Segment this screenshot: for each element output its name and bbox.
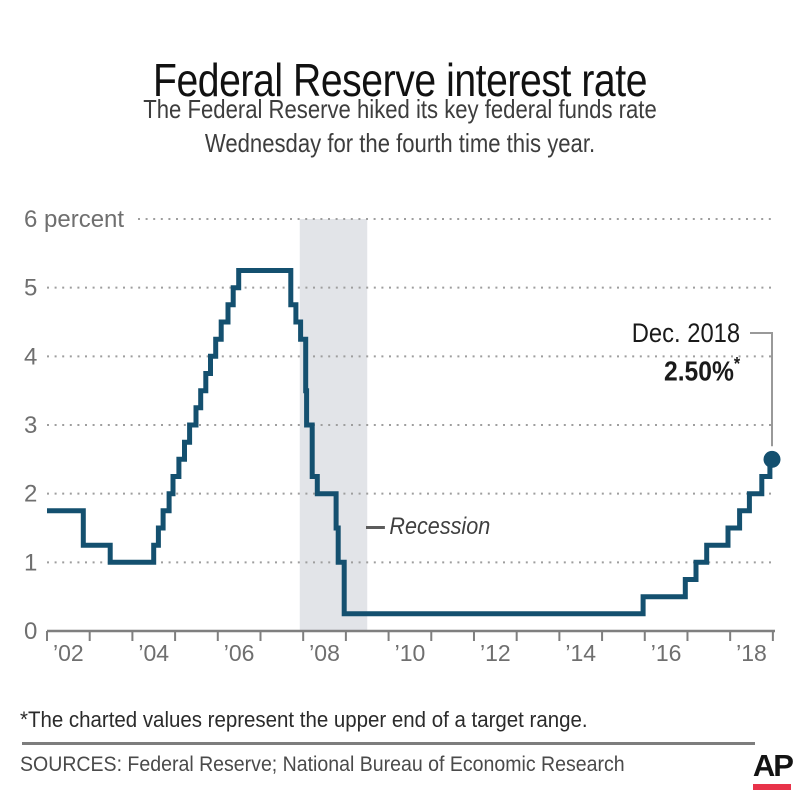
y-tick-label: 0 xyxy=(24,618,37,645)
annotation-leader-line xyxy=(750,332,773,447)
end-point-dot xyxy=(763,450,781,468)
footnote: *The charted values represent the upper … xyxy=(20,707,588,732)
rate-line xyxy=(47,268,773,617)
footnote-marker: * xyxy=(733,354,740,374)
x-tick-label: ’12 xyxy=(480,640,511,666)
recession-label-text: Recession xyxy=(389,513,491,540)
x-tick-label: ’10 xyxy=(395,640,426,666)
sources-line: SOURCES: Federal Reserve; National Burea… xyxy=(20,753,625,776)
x-tick-label: ’18 xyxy=(736,640,767,666)
page-title: Federal Reserve interest rate xyxy=(152,53,648,106)
recession-dash-icon xyxy=(366,525,385,529)
annotation-value: 2.50%* xyxy=(663,354,740,387)
x-tick-label: ’08 xyxy=(309,640,340,666)
x-tick-label: ’16 xyxy=(651,640,682,666)
ap-logo: AP xyxy=(752,748,794,790)
ap-logo-red-bar xyxy=(753,784,792,790)
x-tick-label: ’14 xyxy=(565,640,596,666)
interest-rate-chart: 6 percent 5 4 3 2 1 0 ’02 ’04 ’06 ’08 ’10 ’12 ’14 ’16 ’… xyxy=(24,206,781,666)
x-tick-label: ’02 xyxy=(53,640,84,666)
y-tick-label: 1 xyxy=(24,549,37,576)
y-tick-label: 2 xyxy=(24,481,37,508)
y-tick-label: 4 xyxy=(24,343,37,370)
y-tick-label: 6 percent xyxy=(24,206,124,233)
footer-divider xyxy=(22,742,755,745)
recession-label: Recession xyxy=(366,513,490,541)
endpoint-annotation: Dec. 2018 2.50%* xyxy=(632,318,740,387)
subtitle-line-1: The Federal Reserve hiked its key federa… xyxy=(143,94,657,124)
chart-subtitle: The Federal Reserve hiked its key federa… xyxy=(60,92,740,160)
y-tick-label: 3 xyxy=(24,412,37,439)
x-tick-label: ’06 xyxy=(224,640,255,666)
annotation-date: Dec. 2018 xyxy=(631,318,740,348)
subtitle-line-2: Wednesday for the fourth time this year. xyxy=(204,128,596,158)
ap-logo-text: AP xyxy=(752,748,794,783)
y-tick-label: 5 xyxy=(24,275,37,302)
x-tick-label: ’04 xyxy=(138,640,169,666)
